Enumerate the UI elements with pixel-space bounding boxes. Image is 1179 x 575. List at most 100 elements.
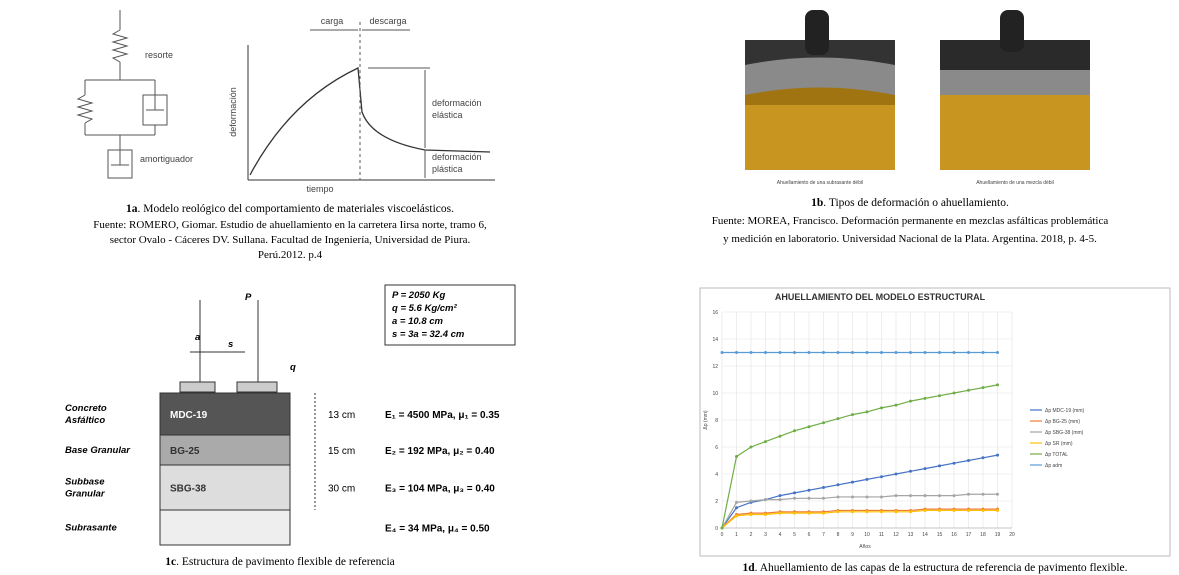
point	[735, 506, 738, 509]
point	[924, 509, 927, 512]
point	[895, 473, 898, 476]
point	[822, 486, 825, 489]
legend-label: Δp SR (mm)	[1045, 441, 1073, 447]
point	[982, 386, 985, 389]
y-tick-label: 2	[715, 499, 718, 505]
caption: 1a. Modelo reológico del comportamiento …	[126, 203, 454, 215]
point	[851, 413, 854, 416]
caption-text: . Tipos de deformación o ahuellamiento.	[823, 197, 1009, 209]
caption: 1c. Estructura de pavimento flexible de …	[165, 556, 395, 568]
caption-id: 1d	[742, 562, 755, 574]
layer-properties: E₄ = 34 MPa, μ₄ = 0.50	[385, 524, 490, 535]
chart-frame	[700, 288, 1170, 556]
layer-name: Granular	[65, 489, 106, 500]
y-tick-label: 0	[715, 526, 718, 532]
load-parameter: a = 10.8 cm	[392, 316, 444, 327]
point	[851, 495, 854, 498]
point	[750, 513, 753, 516]
layer-code: SBG-38	[170, 484, 207, 495]
layer-name: Base Granular	[65, 445, 131, 456]
elastic-label: elástica	[432, 110, 463, 120]
x-tick-label: 13	[908, 532, 914, 538]
point	[866, 478, 869, 481]
y-axis-label: deformación	[228, 87, 238, 137]
point	[779, 512, 782, 515]
legend-label: Δp SBG-38 (mm)	[1045, 430, 1084, 436]
point	[822, 497, 825, 500]
spring-label: resorte	[145, 50, 173, 60]
point	[851, 351, 854, 354]
caption-text: . Estructura de pavimento flexible de re…	[176, 556, 395, 568]
point	[808, 489, 811, 492]
point	[924, 351, 927, 354]
point	[837, 351, 840, 354]
point	[793, 351, 796, 354]
layer-name: Subrasante	[65, 523, 117, 534]
point	[779, 435, 782, 438]
layer-name: Asfáltico	[64, 415, 105, 426]
y-tick-label: 16	[712, 310, 718, 316]
point	[895, 494, 898, 497]
point	[895, 510, 898, 513]
point	[866, 410, 869, 413]
point	[967, 351, 970, 354]
point	[793, 497, 796, 500]
load-symbol: P	[245, 292, 252, 303]
layer-name: Subbase	[65, 477, 105, 488]
point	[721, 527, 724, 530]
point	[808, 425, 811, 428]
point	[779, 498, 782, 501]
x-axis-label: Años	[859, 544, 871, 550]
point	[909, 510, 912, 513]
load-parameter: q = 5.6 Kg/cm²	[392, 303, 458, 314]
layer-thickness: 15 cm	[328, 446, 355, 457]
point	[808, 351, 811, 354]
image-label: Ahuellamiento de una subrasante débil	[777, 180, 863, 186]
point	[953, 392, 956, 395]
point	[764, 498, 767, 501]
y-axis-label: Δp (mm)	[703, 410, 709, 430]
x-tick-label: 20	[1009, 532, 1015, 538]
x-axis-label: tiempo	[306, 184, 333, 194]
point	[895, 351, 898, 354]
point	[967, 459, 970, 462]
page: resorte amortiguador carga descarga defo…	[0, 0, 1179, 575]
caption-text: . Modelo reológico del comportamiento de…	[138, 203, 455, 215]
legend-label: Δp TOTAL	[1045, 452, 1068, 458]
layer-properties: E₁ = 4500 MPa, μ₁ = 0.35	[385, 410, 500, 421]
x-tick-label: 18	[980, 532, 986, 538]
x-tick-label: 8	[837, 532, 840, 538]
point	[750, 500, 753, 503]
point	[822, 512, 825, 515]
point	[779, 351, 782, 354]
y-tick-label: 6	[715, 445, 718, 451]
point	[996, 509, 999, 512]
caption: 1b. Tipos de deformación o ahuellamiento…	[811, 197, 1009, 209]
point	[764, 351, 767, 354]
point	[822, 351, 825, 354]
point	[764, 440, 767, 443]
caption-id: 1c	[165, 556, 176, 568]
point	[793, 491, 796, 494]
point	[909, 351, 912, 354]
point	[996, 383, 999, 386]
point	[880, 475, 883, 478]
point	[938, 464, 941, 467]
point	[967, 509, 970, 512]
point	[953, 494, 956, 497]
source: y medición en laboratorio. Universidad N…	[723, 233, 1097, 245]
point	[779, 494, 782, 497]
point	[982, 351, 985, 354]
point	[866, 351, 869, 354]
point	[938, 351, 941, 354]
point	[996, 454, 999, 457]
point	[822, 421, 825, 424]
x-tick-label: 12	[893, 532, 899, 538]
point	[851, 510, 854, 513]
legend-label: Δp adm	[1045, 463, 1062, 469]
point	[793, 429, 796, 432]
x-tick-label: 17	[966, 532, 972, 538]
point	[808, 497, 811, 500]
point	[982, 509, 985, 512]
load-parameter: s = 3a = 32.4 cm	[392, 329, 465, 340]
